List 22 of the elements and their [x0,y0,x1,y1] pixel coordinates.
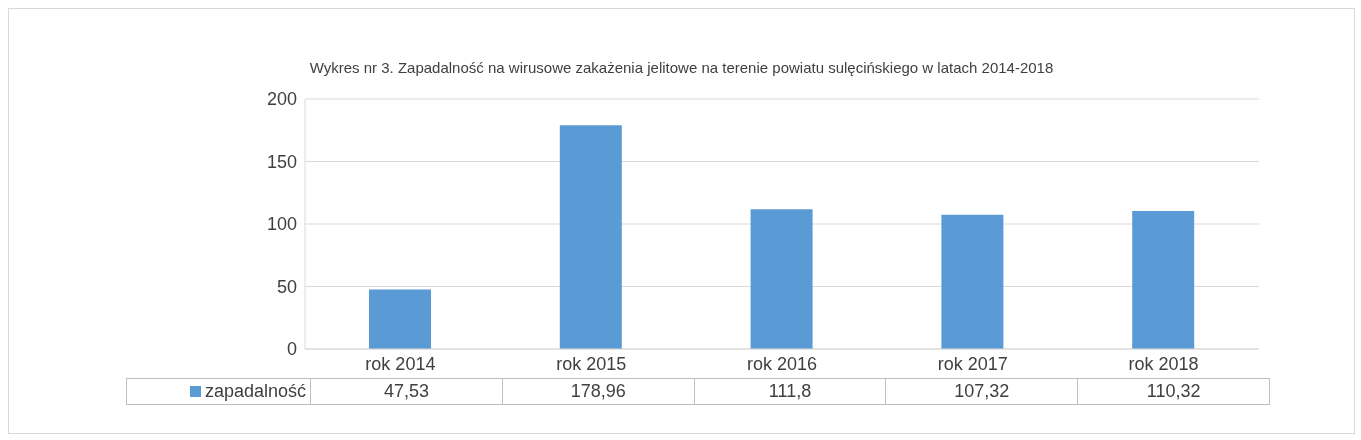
data-label: 47,53 [310,378,503,405]
chart-title: Wykres nr 3. Zapadalność na wirusowe zakażenia jelitowe na terenie powiatu sulęcińskiego w latach 2014-2018 [308,59,1055,76]
data-label: 107,32 [885,378,1078,405]
bar [750,209,813,349]
x-tick-label: rok 2015 [556,353,627,374]
data-label: 111,8 [694,378,886,405]
bar [369,289,431,349]
x-tick-label: rok 2014 [365,353,436,374]
legend-label: zapadalność [126,378,311,405]
y-tick-label: 150 [266,151,297,172]
bar [941,214,1004,349]
bar [559,125,622,349]
y-tick-label: 0 [286,339,297,360]
x-tick-label: rok 2016 [746,353,818,374]
data-label: 178,96 [502,378,695,405]
y-tick-label: 50 [276,276,297,297]
x-tick-label: rok 2017 [937,353,1008,374]
data-label: 110,32 [1077,378,1270,405]
bar [1132,211,1195,349]
x-tick-label: rok 2018 [1128,353,1199,374]
y-tick-label: 200 [266,89,297,110]
y-tick-label: 100 [266,214,297,235]
